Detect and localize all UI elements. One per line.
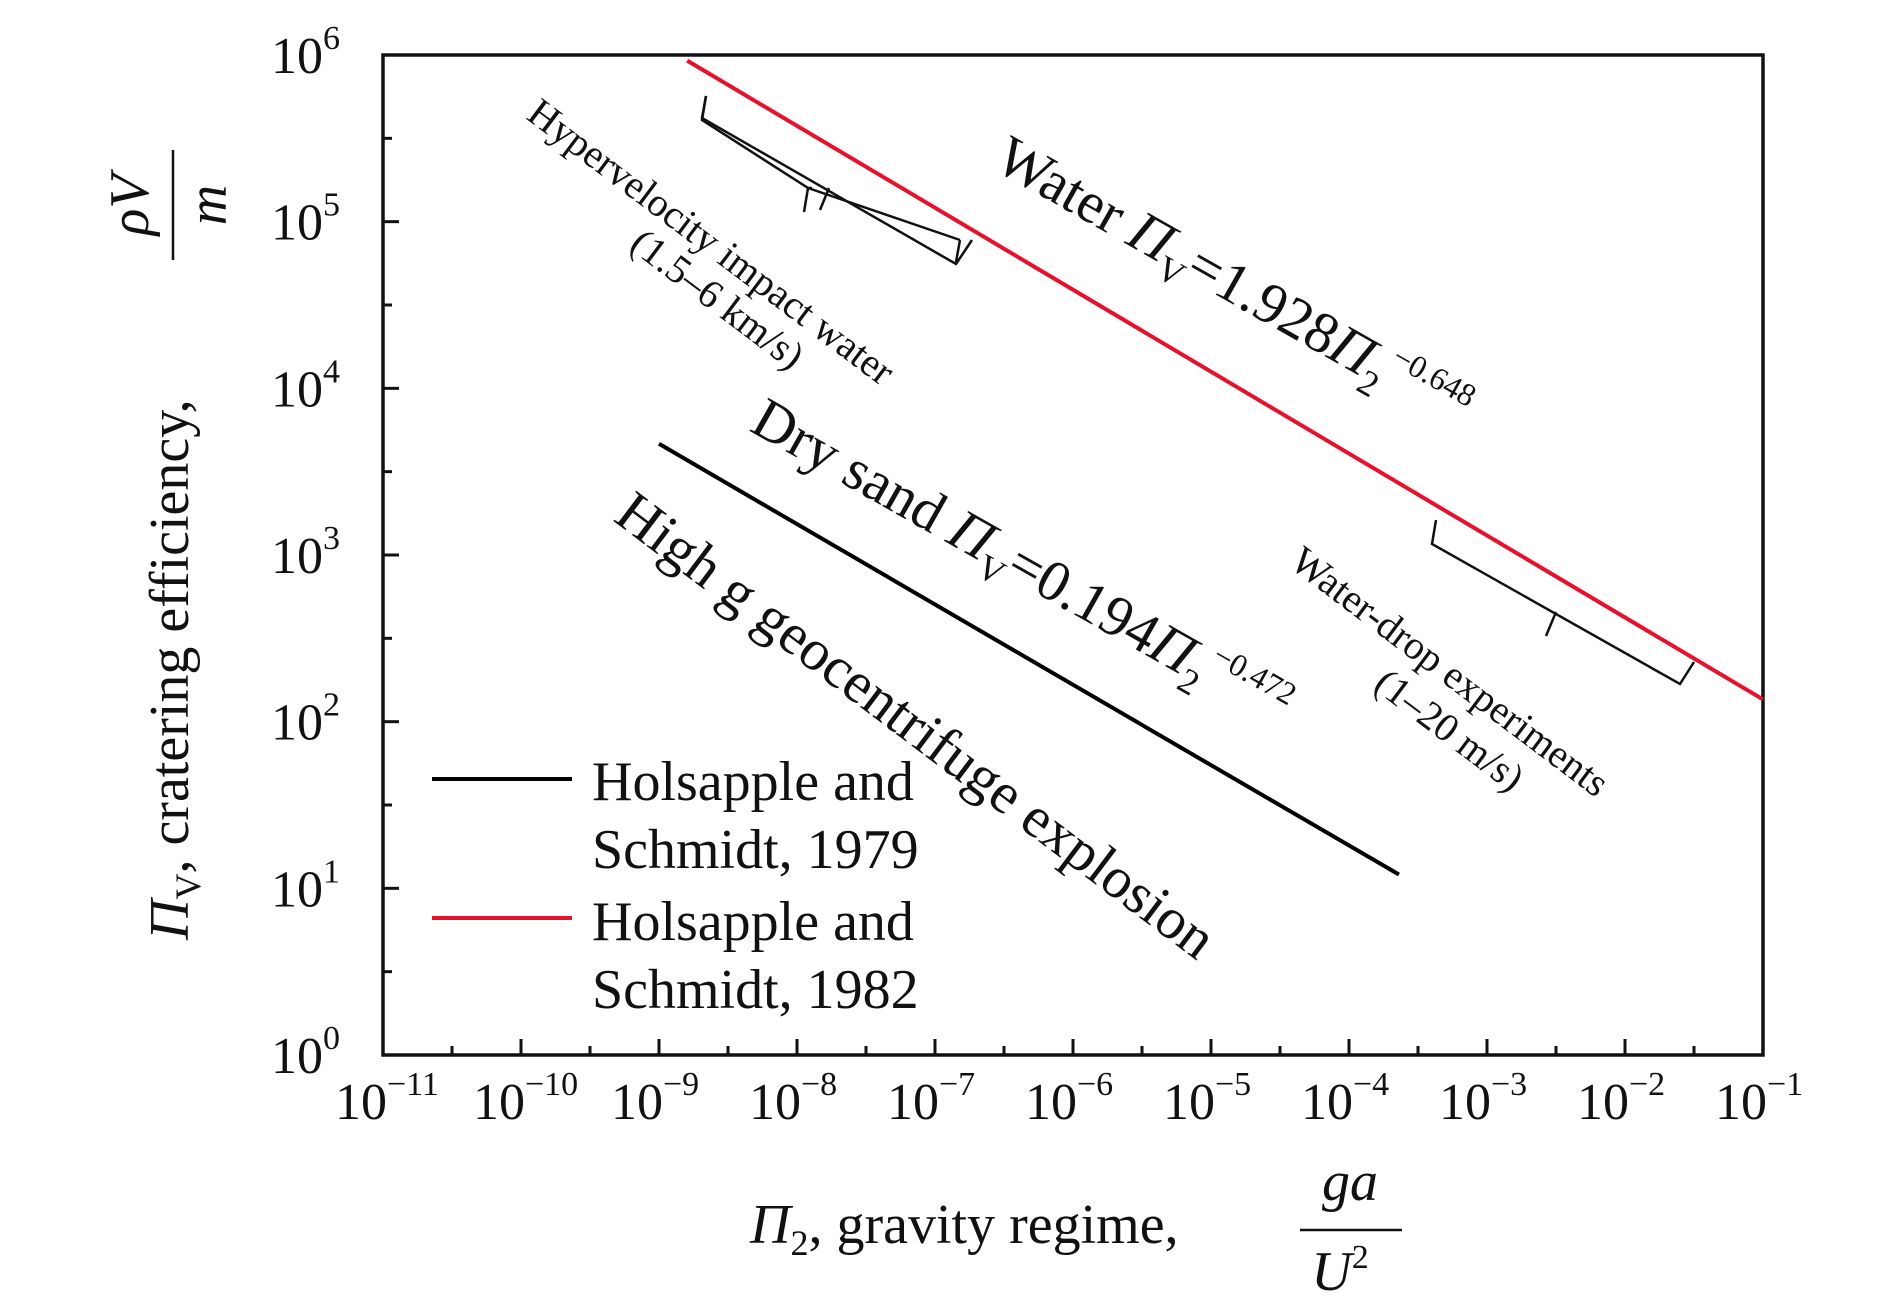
hypervelocity-bracket — [700, 95, 962, 263]
legend-label-1982-line2: Schmidt, 1982 — [592, 959, 919, 1021]
x-axis-denominator: U2 — [1311, 1239, 1368, 1303]
legend-label-1979-line1: Holsapple and — [592, 751, 914, 813]
waterdrop-bracket-tip — [1544, 611, 1558, 637]
hypervelocity-bracket-tip — [818, 187, 831, 211]
y-axis-numerator: ρV — [99, 169, 161, 238]
x-tick-label: 10−8 — [749, 1066, 837, 1131]
x-tick-label: 10−1 — [1715, 1066, 1803, 1131]
x-axis-numerator: ga — [1322, 1151, 1378, 1213]
y-axis-denominator: m — [177, 185, 239, 225]
axis-ticks — [381, 53, 1765, 1057]
legend: Holsapple and Schmidt, 1979 Holsapple an… — [432, 751, 919, 1021]
water-equation: Water ΠV=1.928Π2−0.648 — [981, 120, 1482, 449]
y-tick-labels: 100 101 102 103 104 105 106 — [271, 20, 340, 1085]
legend-label-1982-line1: Holsapple and — [592, 891, 914, 953]
x-tick-label: 10−10 — [473, 1066, 578, 1131]
x-tick-labels: 10−11 10−10 10−9 10−8 10−7 10−6 10−5 10−4 10−3 10… — [335, 1066, 1803, 1131]
legend-label-1979-line2: Schmidt, 1979 — [592, 819, 919, 881]
y-tick-label: 102 — [271, 687, 340, 752]
x-tick-label: 10−6 — [1025, 1066, 1113, 1131]
x-tick-label: 10−7 — [887, 1066, 975, 1131]
x-tick-label: 10−4 — [1301, 1066, 1389, 1131]
y-tick-label: 103 — [271, 520, 340, 585]
svg-text:Π2, gravity regime,: Π2, gravity regime, — [749, 1194, 1179, 1263]
y-tick-label: 100 — [271, 1020, 340, 1085]
y-tick-label: 105 — [271, 187, 340, 252]
series-line-1979 — [657, 442, 1400, 877]
x-axis-title: Π2, gravity regime, ga U2 — [749, 1151, 1402, 1303]
waterdrop-label-line1: Water-drop experiments — [1283, 537, 1618, 805]
x-tick-label: 10−9 — [611, 1066, 699, 1131]
y-tick-label: 101 — [271, 853, 340, 918]
hypervelocity-label-line1: Hypervelocity impact water — [520, 89, 904, 394]
x-tick-label: 10−5 — [1163, 1066, 1251, 1131]
x-tick-label: 10−11 — [335, 1066, 439, 1131]
y-tick-label: 104 — [271, 353, 340, 418]
x-tick-label: 10−2 — [1577, 1066, 1665, 1131]
y-axis-title: ΠV, cratering efficiency, ρV m — [99, 150, 239, 941]
svg-text:ΠV, cratering efficiency,: ΠV, cratering efficiency, — [139, 399, 208, 941]
x-tick-label: 10−3 — [1439, 1066, 1527, 1131]
series-line-1982 — [686, 58, 1765, 702]
y-tick-label: 106 — [271, 20, 340, 85]
